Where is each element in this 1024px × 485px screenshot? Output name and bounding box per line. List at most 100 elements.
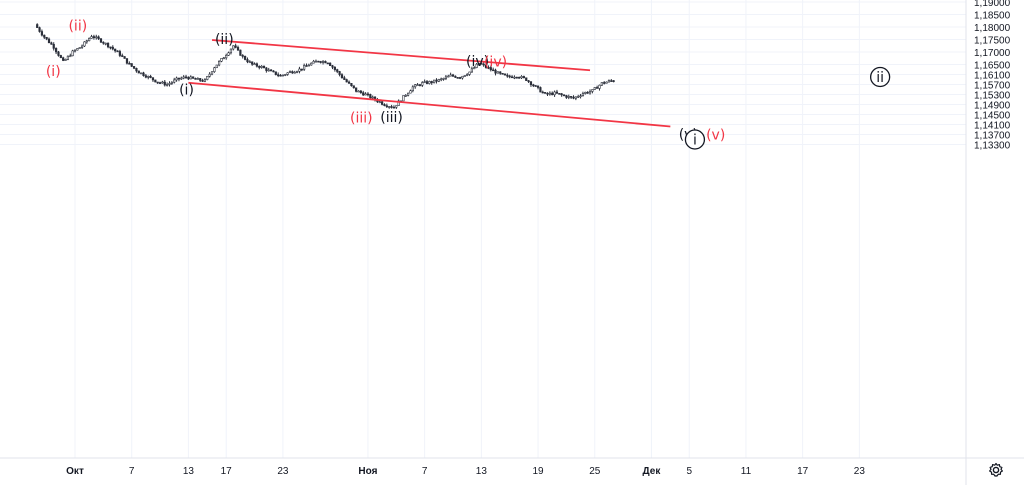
candle-body (149, 75, 152, 78)
candle-body (359, 90, 362, 93)
candle-body (591, 89, 594, 92)
candle-body (215, 64, 218, 69)
candle-body (362, 92, 365, 96)
candle-body (473, 67, 476, 70)
candle-body (274, 71, 277, 75)
wave-labels: (ii)(i)(ii)(i)(iv)(iv)(iii)(iii)(v)(v)ii… (46, 18, 891, 150)
wave-label: (i) (179, 83, 194, 99)
x-tick-label: 17 (797, 466, 809, 477)
wave-label: (ii) (68, 18, 87, 34)
candle-body (288, 71, 292, 74)
candle-body (241, 55, 244, 57)
candle-body (383, 104, 386, 107)
candle-body (492, 69, 495, 72)
candle-body (295, 71, 299, 73)
candle-body (518, 76, 521, 79)
candle-body (397, 100, 400, 106)
candle-body (314, 60, 318, 63)
candle-body (189, 76, 192, 80)
candle-body (40, 31, 44, 36)
candle-body (331, 65, 334, 68)
candle-body (598, 84, 601, 89)
candle-body (510, 76, 514, 79)
candle-body (279, 74, 282, 77)
candle-body (411, 86, 414, 92)
candle-body (43, 34, 46, 38)
candle-body (71, 50, 74, 57)
candle-body (83, 41, 86, 47)
candle-body (447, 75, 450, 78)
candle-body (536, 85, 540, 88)
candle-body (567, 96, 570, 98)
candle-body (494, 69, 497, 74)
candle-body (38, 27, 41, 32)
y-tick-label: 1,14100 (974, 121, 1011, 132)
candle-body (532, 84, 535, 87)
candle-body (584, 91, 587, 94)
candle-body (260, 65, 263, 68)
candle-body (366, 93, 370, 96)
wave-label: (iv) (484, 54, 507, 70)
candle-body (180, 77, 183, 80)
candle-body (321, 60, 325, 63)
candle-body (248, 61, 251, 64)
candle-body (78, 47, 81, 49)
candle-body (522, 76, 525, 79)
trend-channel-line[interactable] (211, 39, 591, 72)
trend-channel-line[interactable] (188, 81, 671, 128)
settings-button[interactable] (976, 458, 1016, 482)
candle-body (168, 83, 171, 85)
candle-body (343, 77, 346, 80)
wave-label: (iii) (380, 110, 403, 126)
candle-body (562, 94, 566, 97)
candle-body (36, 24, 39, 28)
candle-body (588, 91, 592, 94)
candle-body (303, 65, 306, 70)
candle-body (456, 77, 459, 79)
candle-body (88, 38, 91, 42)
candle-body (579, 95, 582, 98)
candle-body (581, 93, 585, 97)
candle-body (128, 62, 131, 65)
candle-body (269, 69, 273, 72)
candle-body (52, 44, 55, 49)
candle-body (232, 45, 235, 50)
candle-body (385, 105, 388, 108)
candle-body (277, 74, 280, 76)
candle-body (206, 76, 209, 80)
candle-body (59, 55, 62, 59)
candle-body (253, 63, 256, 66)
candle-body (90, 36, 93, 39)
candle-body (565, 95, 568, 98)
candle-body (54, 48, 58, 53)
candle-body (97, 36, 100, 40)
candle-body (95, 36, 98, 39)
candle-body (423, 81, 426, 83)
candle-body (444, 76, 448, 79)
candle-body (357, 90, 360, 93)
candle-body (470, 68, 474, 73)
candle-body (267, 69, 270, 72)
y-tick-label: 1,18000 (974, 23, 1011, 34)
candle-body (255, 63, 259, 67)
candle-body (390, 106, 393, 108)
channel-lines[interactable] (188, 39, 671, 128)
candle-body (251, 61, 254, 65)
candle-body (416, 84, 419, 86)
candle-body (173, 79, 176, 83)
x-tick-label: Дек (643, 466, 662, 477)
candle-body (293, 71, 296, 74)
candle-body (553, 91, 556, 96)
candle-body (203, 79, 207, 82)
candle-body (104, 42, 107, 45)
candle-body (50, 42, 53, 45)
candle-body (603, 82, 606, 84)
candle-body (435, 79, 438, 82)
x-tick-label: 23 (854, 466, 866, 477)
candle-body (76, 48, 79, 51)
candle-body (449, 74, 452, 77)
candle-body (158, 82, 162, 84)
grid (0, 0, 966, 458)
